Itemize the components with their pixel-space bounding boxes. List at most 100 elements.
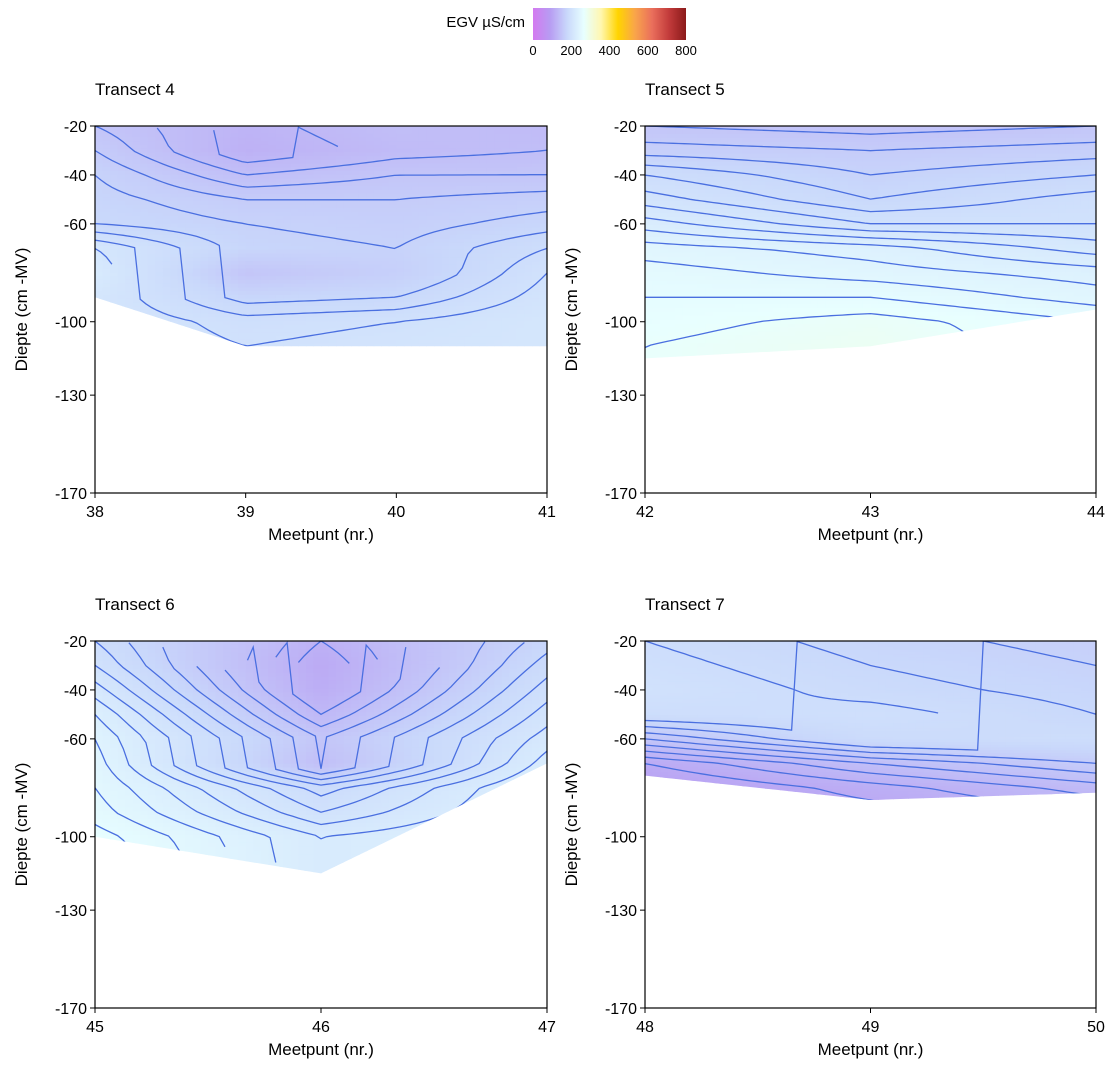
heatmap-cell — [698, 272, 706, 277]
heatmap-cell — [118, 336, 126, 340]
heatmap-cell — [351, 317, 359, 321]
heatmap-cell — [502, 227, 510, 231]
heatmap-cell — [359, 291, 367, 295]
heatmap-cell — [728, 249, 736, 254]
heatmap-cell — [238, 291, 246, 295]
heatmap-cell — [125, 280, 133, 284]
heatmap-cell — [675, 146, 683, 151]
heatmap-cell — [170, 250, 178, 254]
heatmap-cell — [223, 227, 231, 231]
heatmap-cell — [321, 175, 329, 179]
heatmap-cell — [758, 134, 766, 139]
heatmap-cell — [660, 284, 668, 289]
heatmap-cell — [276, 344, 284, 348]
heatmap-cell — [95, 317, 103, 321]
heatmap-cell — [780, 264, 788, 269]
heatmap-cell — [645, 170, 653, 175]
heatmap-cell — [502, 336, 510, 340]
heatmap-cell — [306, 239, 314, 243]
heatmap-cell — [366, 321, 374, 325]
heatmap-cell — [426, 325, 434, 329]
heatmap-cell — [381, 137, 389, 141]
heatmap-cell — [434, 272, 442, 276]
heatmap-cell — [494, 265, 502, 269]
heatmap-cell — [532, 269, 540, 273]
heatmap-cell — [773, 138, 781, 143]
heatmap-cell — [231, 149, 239, 153]
heatmap-cell — [810, 134, 818, 139]
heatmap-cell — [750, 284, 758, 289]
heatmap-cell — [291, 257, 299, 261]
heatmap-cell — [200, 257, 208, 261]
heatmap-cell — [313, 306, 321, 310]
heatmap-cell — [750, 197, 758, 202]
heatmap-cell — [336, 269, 344, 273]
heatmap-cell — [103, 306, 111, 310]
heatmap-cell — [442, 242, 450, 246]
heatmap-cell — [329, 265, 337, 269]
heatmap-cell — [479, 160, 487, 164]
heatmap-cell — [276, 190, 284, 194]
heatmap-cell — [765, 142, 773, 147]
heatmap-cell — [133, 344, 141, 348]
heatmap-cell — [780, 260, 788, 265]
heatmap-cell — [163, 261, 171, 265]
heatmap-cell — [125, 212, 133, 216]
heatmap-cell — [472, 329, 480, 333]
heatmap-cell — [253, 332, 261, 336]
heatmap-cell — [321, 242, 329, 246]
heatmap-cell — [660, 288, 668, 293]
heatmap-cell — [472, 299, 480, 303]
heatmap-cell — [795, 280, 803, 285]
heatmap-cell — [185, 336, 193, 340]
heatmap-cell — [261, 310, 269, 314]
heatmap-cell — [95, 205, 103, 209]
heatmap-cell — [720, 260, 728, 265]
heatmap-cell — [133, 201, 141, 205]
heatmap-cell — [306, 201, 314, 205]
heatmap-cell — [645, 280, 653, 285]
heatmap-cell — [231, 209, 239, 213]
heatmap-cell — [170, 284, 178, 288]
heatmap-cell — [133, 347, 141, 351]
heatmap-cell — [381, 257, 389, 261]
heatmap-cell — [645, 308, 653, 313]
heatmap-cell — [276, 317, 284, 321]
heatmap-cell — [163, 152, 171, 156]
heatmap-cell — [803, 312, 811, 317]
heatmap-cell — [344, 332, 352, 336]
heatmap-cell — [321, 134, 329, 138]
heatmap-cell — [238, 325, 246, 329]
heatmap-cell — [434, 344, 442, 348]
heatmap-cell — [449, 332, 457, 336]
heatmap-cell — [381, 314, 389, 318]
heatmap-cell — [291, 164, 299, 168]
heatmap-cell — [434, 167, 442, 171]
heatmap-cell — [795, 332, 803, 337]
heatmap-cell — [321, 280, 329, 284]
heatmap-cell — [758, 280, 766, 285]
heatmap-cell — [366, 235, 374, 239]
heatmap-cell — [442, 186, 450, 190]
heatmap-cell — [306, 287, 314, 291]
heatmap-cell — [464, 212, 472, 216]
heatmap-cell — [103, 190, 111, 194]
heatmap-cell — [735, 264, 743, 269]
heatmap-cell — [472, 130, 480, 134]
heatmap-cell — [193, 201, 201, 205]
heatmap-cell — [321, 269, 329, 273]
heatmap-cell — [705, 209, 713, 214]
heatmap-cell — [253, 216, 261, 220]
heatmap-cell — [389, 227, 397, 231]
heatmap-cell — [193, 167, 201, 171]
heatmap-cell — [125, 347, 133, 351]
heatmap-cell — [253, 235, 261, 239]
heatmap-cell — [344, 212, 352, 216]
heatmap-cell — [163, 344, 171, 348]
heatmap-cell — [95, 186, 103, 190]
heatmap-cell — [389, 239, 397, 243]
heatmap-cell — [758, 253, 766, 258]
heatmap-cell — [502, 340, 510, 344]
heatmap-cell — [419, 212, 427, 216]
heatmap-cell — [780, 348, 788, 353]
